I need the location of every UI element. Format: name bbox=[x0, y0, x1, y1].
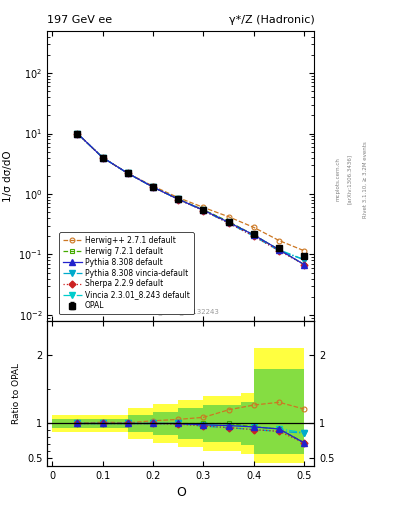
Pythia 8.308 vincia-default bbox=[302, 257, 307, 263]
Herwig++ 2.7.1 default bbox=[226, 214, 231, 220]
Y-axis label: 1/σ dσ/dO: 1/σ dσ/dO bbox=[3, 150, 13, 202]
Pythia 8.308 default bbox=[252, 232, 256, 238]
Pythia 8.308 default bbox=[151, 184, 155, 190]
Herwig++ 2.7.1 default bbox=[100, 155, 105, 161]
Sherpa 2.2.9 default bbox=[252, 233, 256, 239]
Sherpa 2.2.9 default bbox=[151, 184, 155, 190]
Pythia 8.308 vincia-default bbox=[75, 131, 80, 137]
Herwig 7.2.1 default bbox=[151, 184, 155, 190]
Pythia 8.308 vincia-default bbox=[277, 248, 281, 254]
Sherpa 2.2.9 default bbox=[100, 155, 105, 161]
Text: γ*/Z (Hadronic): γ*/Z (Hadronic) bbox=[229, 14, 314, 25]
Line: Pythia 8.308 vincia-default: Pythia 8.308 vincia-default bbox=[75, 131, 307, 263]
Vincia 2.3.01_8.243 default bbox=[252, 232, 256, 238]
Sherpa 2.2.9 default bbox=[75, 131, 80, 137]
Herwig++ 2.7.1 default bbox=[125, 170, 130, 176]
Pythia 8.308 vincia-default bbox=[252, 233, 256, 239]
Herwig++ 2.7.1 default bbox=[252, 224, 256, 230]
Text: mcplots.cern.ch: mcplots.cern.ch bbox=[336, 157, 340, 201]
Pythia 8.308 default bbox=[277, 247, 281, 253]
Herwig 7.2.1 default bbox=[100, 155, 105, 161]
Y-axis label: Ratio to OPAL: Ratio to OPAL bbox=[12, 363, 21, 424]
Vincia 2.3.01_8.243 default bbox=[302, 257, 307, 263]
Pythia 8.308 default bbox=[125, 170, 130, 176]
Herwig 7.2.1 default bbox=[176, 196, 181, 202]
X-axis label: O: O bbox=[176, 486, 186, 499]
Herwig 7.2.1 default bbox=[277, 247, 281, 253]
Line: Pythia 8.308 default: Pythia 8.308 default bbox=[75, 131, 307, 267]
Line: Herwig++ 2.7.1 default: Herwig++ 2.7.1 default bbox=[75, 131, 307, 253]
Herwig 7.2.1 default bbox=[302, 262, 307, 268]
Vincia 2.3.01_8.243 default bbox=[226, 219, 231, 225]
Pythia 8.308 vincia-default bbox=[151, 184, 155, 190]
Herwig++ 2.7.1 default bbox=[302, 248, 307, 254]
Herwig 7.2.1 default bbox=[75, 131, 80, 137]
Pythia 8.308 default bbox=[75, 131, 80, 137]
Herwig 7.2.1 default bbox=[252, 232, 256, 238]
Line: Vincia 2.3.01_8.243 default: Vincia 2.3.01_8.243 default bbox=[75, 131, 307, 263]
Pythia 8.308 vincia-default bbox=[226, 220, 231, 226]
Pythia 8.308 default bbox=[201, 207, 206, 214]
Herwig 7.2.1 default bbox=[226, 219, 231, 225]
Line: Herwig 7.2.1 default: Herwig 7.2.1 default bbox=[75, 131, 307, 267]
Pythia 8.308 default bbox=[176, 196, 181, 202]
Sherpa 2.2.9 default bbox=[176, 197, 181, 203]
Pythia 8.308 vincia-default bbox=[176, 196, 181, 202]
Vincia 2.3.01_8.243 default bbox=[151, 184, 155, 190]
Herwig 7.2.1 default bbox=[125, 170, 130, 176]
Text: Rivet 3.1.10, ≥ 3.2M events: Rivet 3.1.10, ≥ 3.2M events bbox=[363, 141, 368, 218]
Sherpa 2.2.9 default bbox=[201, 207, 206, 214]
Herwig 7.2.1 default bbox=[201, 207, 206, 213]
Text: [arXiv:1306.3436]: [arXiv:1306.3436] bbox=[347, 154, 352, 204]
Pythia 8.308 default bbox=[226, 219, 231, 225]
Text: OPAL_2004_S6132243: OPAL_2004_S6132243 bbox=[142, 308, 220, 315]
Pythia 8.308 vincia-default bbox=[201, 207, 206, 214]
Herwig++ 2.7.1 default bbox=[75, 131, 80, 137]
Herwig++ 2.7.1 default bbox=[151, 183, 155, 189]
Legend: Herwig++ 2.7.1 default, Herwig 7.2.1 default, Pythia 8.308 default, Pythia 8.308: Herwig++ 2.7.1 default, Herwig 7.2.1 def… bbox=[59, 232, 194, 314]
Pythia 8.308 default bbox=[302, 262, 307, 268]
Vincia 2.3.01_8.243 default bbox=[176, 196, 181, 202]
Text: 197 GeV ee: 197 GeV ee bbox=[47, 14, 112, 25]
Sherpa 2.2.9 default bbox=[302, 262, 307, 268]
Pythia 8.308 default bbox=[100, 155, 105, 161]
Vincia 2.3.01_8.243 default bbox=[201, 207, 206, 214]
Vincia 2.3.01_8.243 default bbox=[125, 170, 130, 176]
Vincia 2.3.01_8.243 default bbox=[75, 131, 80, 137]
Sherpa 2.2.9 default bbox=[277, 248, 281, 254]
Herwig++ 2.7.1 default bbox=[277, 238, 281, 244]
Herwig++ 2.7.1 default bbox=[201, 204, 206, 210]
Line: Sherpa 2.2.9 default: Sherpa 2.2.9 default bbox=[75, 131, 307, 267]
Vincia 2.3.01_8.243 default bbox=[277, 247, 281, 253]
Sherpa 2.2.9 default bbox=[125, 170, 130, 176]
Pythia 8.308 vincia-default bbox=[125, 170, 130, 176]
Herwig++ 2.7.1 default bbox=[176, 195, 181, 201]
Vincia 2.3.01_8.243 default bbox=[100, 155, 105, 161]
Pythia 8.308 vincia-default bbox=[100, 155, 105, 161]
Sherpa 2.2.9 default bbox=[226, 220, 231, 226]
